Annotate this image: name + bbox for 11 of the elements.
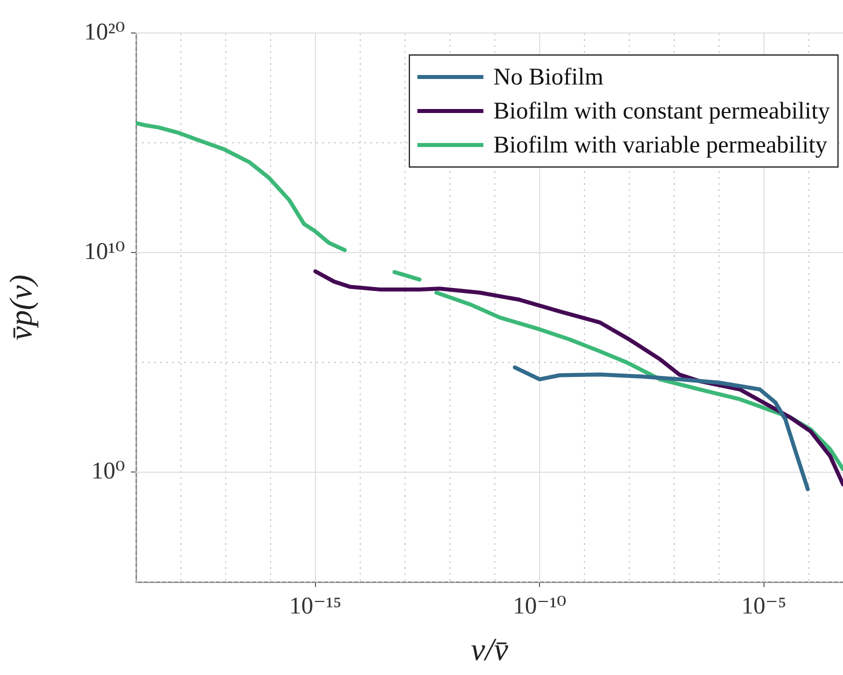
y-axis-title: v̄p(v): [2, 274, 39, 340]
y-tick-label: 10²⁰: [84, 19, 125, 46]
x-tick-label: 10⁻¹⁵: [289, 594, 342, 620]
y-tick-label: 10⁰: [91, 458, 125, 484]
x-tick-label: 10⁻⁵: [741, 594, 786, 620]
y-tick-label: 10¹⁰: [84, 238, 125, 265]
legend-label: No Biofilm: [493, 64, 604, 90]
x-axis-title: v/v̄: [470, 631, 509, 668]
x-tick-label: 10⁻¹⁰: [512, 594, 566, 620]
legend-label: Biofilm with constant permeability: [493, 98, 830, 124]
legend-label: Biofilm with variable permeability: [493, 132, 828, 158]
